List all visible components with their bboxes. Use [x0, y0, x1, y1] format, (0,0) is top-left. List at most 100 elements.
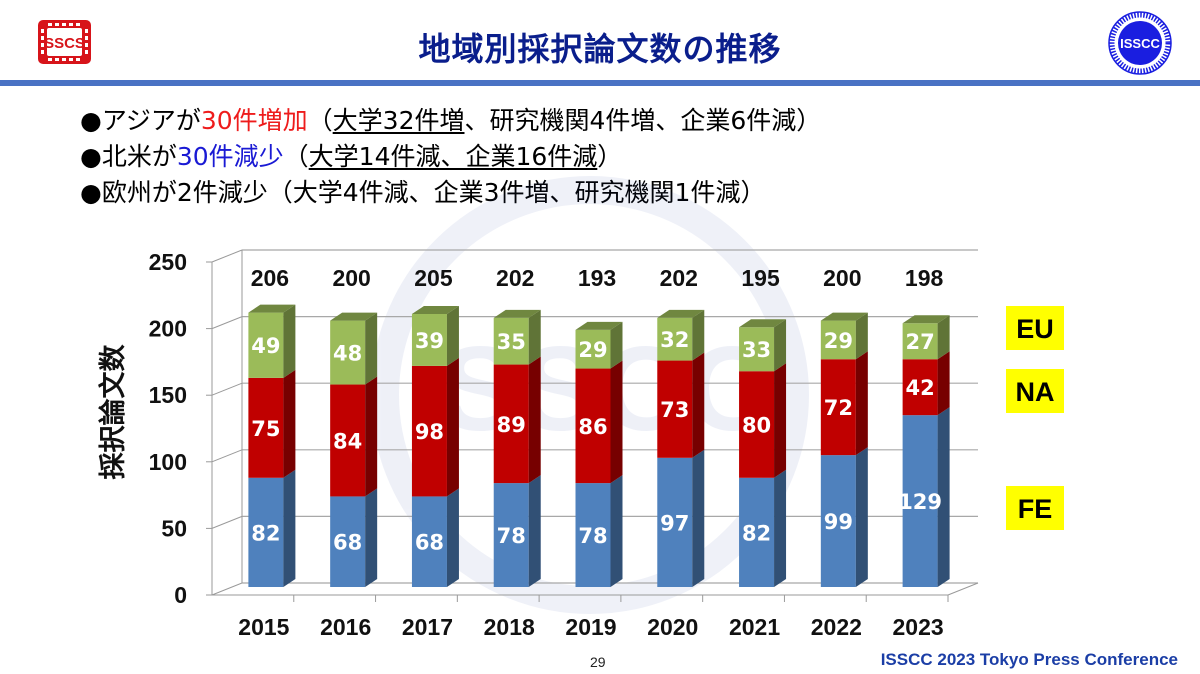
data-label: 82 — [251, 521, 280, 545]
bar-front-face — [493, 483, 529, 587]
x-tick-label: 2017 — [402, 614, 453, 640]
data-label: 129 — [898, 490, 942, 514]
bullet-text-segment: 大学14件減、企業16件減 — [308, 142, 598, 171]
bullet-item: ●北米が30件減少（大学14件減、企業16件減） — [80, 139, 821, 175]
bar-segment-eu: 39 — [411, 305, 459, 366]
bar-side-face — [855, 312, 868, 360]
bar-front-face — [902, 415, 938, 587]
bar-side-face — [528, 475, 541, 587]
isscc-logo-icon: ISSCC — [1108, 11, 1172, 75]
bar-side-face — [692, 352, 705, 458]
bar-side-face — [774, 469, 787, 587]
bullet-item: ●欧州が2件減少（大学4件減、企業3件増、研究機関1件減） — [80, 175, 821, 211]
svg-text:ISSCC: ISSCC — [1120, 36, 1160, 51]
bar-side-face — [283, 369, 296, 478]
sscs-logo-icon: SSCS — [38, 20, 91, 64]
bar-front-face — [739, 477, 775, 587]
title-divider — [0, 80, 1200, 86]
bar-side-face — [446, 305, 459, 366]
data-label: 75 — [251, 417, 280, 441]
bar-side-face — [283, 469, 296, 587]
bar-segment-na: 89 — [493, 356, 541, 484]
bullet-text-segment: 欧州が2件減少（大学4件減、企業3件増、研究機関1件減） — [101, 178, 766, 207]
bullet-marker-icon: ● — [80, 142, 102, 171]
data-label: 73 — [660, 398, 689, 422]
bars: 82 75 49 68 84 48 68 98 39 78 89 35 78 86 29 97 73 32 82 80… — [248, 304, 950, 587]
x-tick-label: 2018 — [484, 614, 535, 640]
data-label: 86 — [578, 415, 607, 439]
bar-top-face — [411, 305, 459, 314]
bar-top-face — [820, 312, 868, 321]
bar-side-face — [855, 351, 868, 456]
bar-side-face — [937, 315, 950, 360]
bullet-item: ●アジアが30件増加（大学32件増、研究機関4件増、企業6件減） — [80, 103, 821, 139]
x-tick-label: 2020 — [647, 614, 698, 640]
bar-segment-eu: 29 — [575, 321, 623, 369]
bar-top-face — [902, 315, 950, 324]
bullet-text-segment: 30件減少 — [176, 142, 284, 171]
bar-front-face — [902, 359, 938, 416]
legend-box — [1006, 369, 1064, 413]
bar-front-face — [820, 359, 856, 456]
bar-segment-na: 72 — [820, 351, 868, 456]
bar-front-face — [330, 320, 366, 385]
bullet-list: ●アジアが30件増加（大学32件増、研究機関4件増、企業6件減） ●北米が30件減… — [80, 103, 821, 211]
total-label: 200 — [823, 265, 861, 291]
data-label: 99 — [824, 510, 853, 534]
legend-label: FE — [1018, 494, 1053, 524]
gridline-depth — [211, 449, 243, 463]
data-label: 32 — [660, 328, 689, 352]
bar-segment-na: 98 — [411, 357, 459, 497]
gridline-depth — [211, 316, 243, 330]
bar-top-face — [493, 309, 541, 318]
svg-text:SSCS: SSCS — [44, 35, 85, 52]
bar-front-face — [493, 364, 529, 484]
bar-side-face — [365, 312, 378, 385]
bar-side-face — [610, 475, 623, 587]
x-tick-label: 2019 — [565, 614, 616, 640]
bar-segment-eu: 35 — [493, 309, 541, 365]
bar-segment-fe: 97 — [657, 449, 705, 587]
bar-front-face — [575, 329, 611, 369]
bar-side-face — [365, 488, 378, 587]
legend-item-fe: FE — [1006, 486, 1064, 530]
bar-top-face — [248, 304, 296, 313]
bar-side-face — [774, 319, 787, 372]
page-title: 地域別採択論文数の推移 — [418, 30, 782, 68]
bullet-marker-icon: ● — [80, 178, 102, 207]
bar-segment-fe: 78 — [493, 475, 541, 587]
total-label: 202 — [496, 265, 534, 291]
total-label: 206 — [251, 265, 289, 291]
bar-front-face — [330, 496, 366, 587]
bar-front-face — [248, 477, 284, 587]
bar-segment-fe: 68 — [411, 488, 459, 587]
bar-front-face — [820, 455, 856, 587]
y-tick-label: 50 — [161, 515, 187, 541]
bar-segment-eu: 32 — [657, 309, 705, 361]
x-tick-label: 2015 — [238, 614, 289, 640]
bullet-text-segment: アジアが — [101, 106, 201, 135]
bar-side-face — [937, 407, 950, 587]
bullet-text-segment: （ — [283, 142, 309, 171]
data-label: 35 — [497, 330, 526, 354]
total-label: 193 — [578, 265, 616, 291]
y-tick-label: 250 — [149, 249, 187, 275]
bullet-text-segment: 大学32件増 — [332, 106, 465, 135]
bar-segment-eu: 49 — [248, 304, 296, 378]
footer-conference-label: ISSCC 2023 Tokyo Press Conference — [880, 650, 1178, 669]
bar-segment-fe: 99 — [820, 447, 868, 587]
total-label: 202 — [660, 265, 698, 291]
legend-item-eu: EU — [1006, 306, 1064, 350]
bar-front-face — [575, 368, 611, 484]
bar-segment-fe: 82 — [739, 469, 787, 587]
bar-front-face — [248, 377, 284, 478]
bar-segment-fe: 68 — [330, 488, 378, 587]
y-tick-label: 100 — [149, 449, 187, 475]
legend: EU NA FE — [1006, 306, 1064, 530]
x-tick-label: 2016 — [320, 614, 371, 640]
bar-segment-na: 84 — [330, 376, 378, 497]
data-label: 27 — [905, 330, 934, 354]
bar-segment-eu: 48 — [330, 312, 378, 385]
y-tick-label: 200 — [149, 316, 187, 342]
